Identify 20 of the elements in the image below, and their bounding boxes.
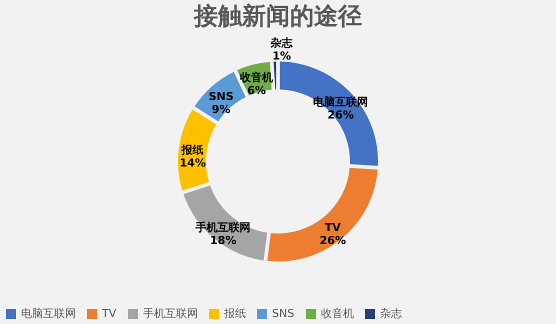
donut-slice — [267, 168, 378, 262]
slice-label: 报纸 — [180, 144, 204, 157]
legend-label: SNS — [272, 307, 294, 320]
data-label: 1% — [272, 50, 292, 63]
data-label: 9% — [212, 102, 230, 116]
slice-label: SNS — [208, 90, 234, 103]
slice-label: TV — [324, 220, 342, 234]
slice-label: 电脑互联网 — [313, 96, 368, 109]
legend-label: 电脑互联网 — [21, 307, 76, 320]
data-label: 18% — [210, 234, 236, 247]
slice-label: 手机互联网 — [194, 220, 251, 234]
data-label: 14% — [180, 156, 206, 170]
legend-label: 报纸 — [223, 307, 246, 320]
chart-title: 接触新闻的途径 — [193, 1, 362, 30]
legend-label: 手机互联网 — [143, 307, 198, 320]
legend-label: 收音机 — [321, 307, 354, 320]
legend-label: TV — [101, 307, 117, 320]
legend-label: 杂志 — [380, 307, 402, 320]
donut-slice — [280, 62, 378, 166]
slice-label: 杂志 — [270, 36, 294, 50]
